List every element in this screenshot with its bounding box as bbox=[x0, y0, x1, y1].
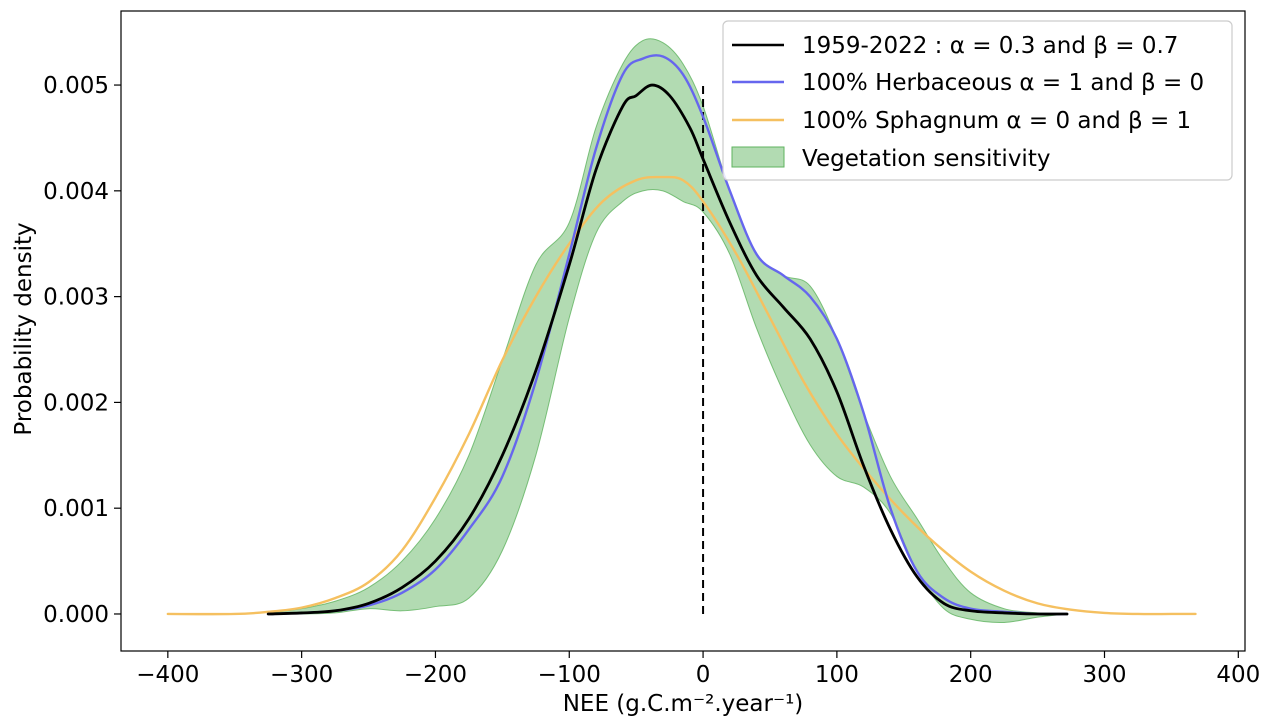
y-tick-label: 0.001 bbox=[43, 496, 109, 522]
x-axis-label: NEE (g.C.m⁻².year⁻¹) bbox=[563, 691, 804, 716]
x-tick-label: 200 bbox=[949, 662, 993, 688]
x-tick-label: 100 bbox=[815, 662, 859, 688]
legend-label-series-0: 1959-2022 : α = 0.3 and β = 0.7 bbox=[802, 33, 1178, 59]
legend: 1959-2022 : α = 0.3 and β = 0.7 100% Her… bbox=[722, 20, 1233, 181]
x-tick-label: 0 bbox=[696, 662, 711, 688]
x-axis: −400 −300 −200 −100 0 100 200 300 400 bbox=[136, 651, 1260, 688]
y-axis: 0.000 0.001 0.002 0.003 0.004 0.005 bbox=[43, 73, 121, 628]
y-tick-label: 0.000 bbox=[43, 602, 109, 628]
y-tick-label: 0.004 bbox=[43, 179, 109, 205]
x-tick-label: −100 bbox=[538, 662, 601, 688]
y-tick-label: 0.005 bbox=[43, 73, 109, 99]
plot-area-frame bbox=[120, 10, 1246, 652]
legend-label-band: Vegetation sensitivity bbox=[802, 146, 1050, 172]
y-tick-label: 0.002 bbox=[43, 390, 109, 416]
series-line-0 bbox=[266, 83, 1069, 616]
y-axis-label: Probability density bbox=[11, 222, 37, 435]
x-tick-label: 300 bbox=[1083, 662, 1127, 688]
x-tick-label: −300 bbox=[270, 662, 333, 688]
series-line-1 bbox=[266, 54, 1069, 616]
legend-label-series-2: 100% Sphagnum α = 0 and β = 1 bbox=[802, 108, 1191, 134]
legend-label-series-1: 100% Herbaceous α = 1 and β = 0 bbox=[802, 70, 1204, 96]
x-tick-label: 400 bbox=[1216, 662, 1260, 688]
x-tick-label: −400 bbox=[136, 662, 199, 688]
y-tick-label: 0.003 bbox=[43, 285, 109, 311]
x-tick-label: −200 bbox=[404, 662, 467, 688]
series-line-2 bbox=[166, 175, 1197, 616]
legend-swatch-band bbox=[731, 146, 785, 168]
legend-box bbox=[722, 20, 1233, 181]
